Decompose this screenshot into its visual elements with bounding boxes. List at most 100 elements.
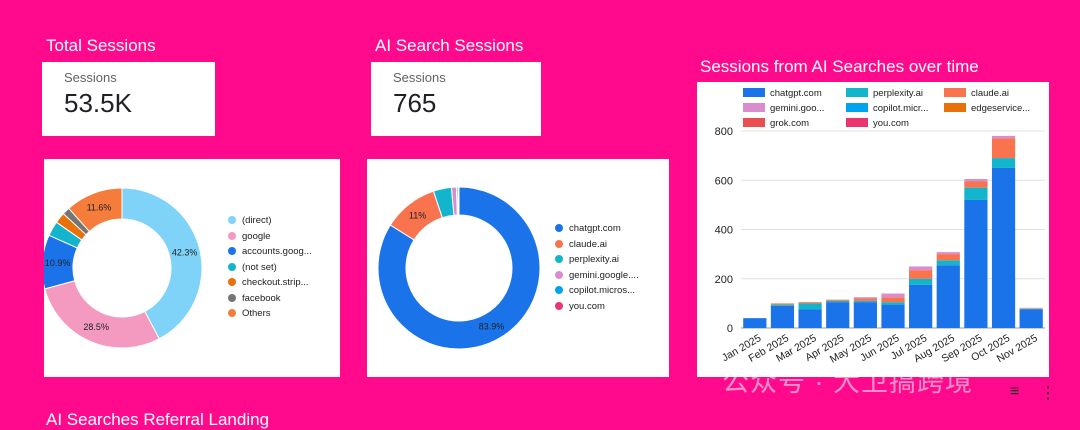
ai-sessions-value: 765 <box>393 88 436 119</box>
legend-item[interactable]: Others <box>228 308 271 319</box>
legend-swatch <box>555 240 563 248</box>
bar-segment[interactable] <box>826 302 849 328</box>
total-sessions-scorecard[interactable]: Sessions 53.5K <box>42 62 215 136</box>
legend-item[interactable]: accounts.goog... <box>228 246 312 257</box>
legend-item[interactable]: you.com <box>555 301 605 312</box>
bar-segment[interactable] <box>771 306 794 328</box>
bar-segment[interactable] <box>909 279 932 285</box>
total-sessions-label: Sessions <box>64 70 117 85</box>
legend-item[interactable]: chatgpt.com <box>555 223 621 234</box>
slice-percent-label: 42.3% <box>172 248 198 258</box>
filter-icon[interactable]: ≡ <box>1010 383 1019 401</box>
bar-segment[interactable] <box>771 305 794 306</box>
watermark: 公众号 · 大卫搞跨境 <box>722 360 973 399</box>
ai-sessions-donut-card[interactable]: 83.9% 11% chatgpt.com claude.ai perplexity.… <box>367 159 669 377</box>
legend-item[interactable]: copilot.micros... <box>555 285 635 296</box>
bar-segment[interactable] <box>992 138 1015 158</box>
y-tick-label: 200 <box>715 274 733 286</box>
legend-swatch <box>228 232 236 240</box>
legend-item[interactable]: perplexity.ai <box>555 254 619 265</box>
slice-percent-label: 11.6% <box>87 203 112 213</box>
bar-segment[interactable] <box>1020 310 1043 328</box>
ai-sessions-scorecard[interactable]: Sessions 765 <box>371 62 541 136</box>
donut-slice[interactable] <box>458 187 459 215</box>
bar-segment[interactable] <box>937 254 960 260</box>
legend-label: claude.ai <box>569 239 607 250</box>
bar-chart-title: Sessions from AI Searches over time <box>700 57 979 77</box>
legend-swatch <box>228 278 236 286</box>
legend-item[interactable]: claude.ai <box>555 239 607 250</box>
legend-item[interactable]: (not set) <box>228 262 277 273</box>
bar-segment[interactable] <box>964 179 987 181</box>
more-options-icon[interactable]: ⋮ <box>1040 383 1056 403</box>
bar-segment[interactable] <box>992 158 1015 168</box>
bar-segment[interactable] <box>881 302 904 304</box>
legend-item[interactable]: facebook <box>228 293 281 304</box>
bar-segment[interactable] <box>881 297 904 302</box>
ai-sessions-label: Sessions <box>393 70 446 85</box>
bar-segment[interactable] <box>771 303 794 304</box>
bar-segment[interactable] <box>909 266 932 270</box>
legend-label: copilot.micros... <box>569 285 635 296</box>
bar-segment[interactable] <box>881 294 904 298</box>
bar-segment[interactable] <box>937 260 960 265</box>
bar-segment[interactable] <box>798 302 821 303</box>
bar-segment[interactable] <box>992 136 1015 138</box>
legend-item[interactable]: gemini.google.... <box>555 270 639 281</box>
slice-percent-label: 28.5% <box>83 322 109 332</box>
legend-label: checkout.strip... <box>242 277 309 288</box>
referral-landing-title: AI Searches Referral Landing <box>46 410 269 430</box>
bar-segment[interactable] <box>909 285 932 328</box>
bar-segment[interactable] <box>854 298 877 300</box>
y-tick-label: 600 <box>715 175 733 187</box>
bar-segment[interactable] <box>992 168 1015 328</box>
bar-segment[interactable] <box>964 188 987 200</box>
bar-segment[interactable] <box>743 318 766 328</box>
legend-label: Others <box>242 308 271 319</box>
bar-segment[interactable] <box>854 301 877 302</box>
legend-label: (not set) <box>242 262 277 273</box>
slice-percent-label: 10.9% <box>45 258 71 268</box>
slice-percent-label: 11% <box>409 210 426 220</box>
legend-swatch <box>228 294 236 302</box>
legend-item[interactable]: google <box>228 231 271 242</box>
bar-segment[interactable] <box>798 310 821 328</box>
legend-label: you.com <box>569 301 605 312</box>
legend-swatch <box>555 271 563 279</box>
legend-swatch <box>555 286 563 294</box>
ai-sessions-title: AI Search Sessions <box>375 36 523 56</box>
y-tick-label: 400 <box>715 225 733 237</box>
legend-swatch <box>228 309 236 317</box>
bar-segment[interactable] <box>964 200 987 328</box>
bar-segment[interactable] <box>826 300 849 301</box>
bar-segment[interactable] <box>826 301 849 302</box>
legend-swatch <box>555 224 563 232</box>
bar-segment[interactable] <box>937 252 960 254</box>
bar-segment[interactable] <box>854 302 877 328</box>
donut-slice[interactable] <box>45 281 159 348</box>
ai-sessions-donut[interactable]: 83.9% 11% <box>367 159 547 377</box>
legend-label: perplexity.ai <box>569 254 619 265</box>
total-sessions-donut[interactable]: 42.3% 28.5% 10.9% 11.6% <box>44 159 224 377</box>
total-sessions-donut-card[interactable]: 42.3% 28.5% 10.9% 11.6% (direct) google accou… <box>44 159 340 377</box>
bar-segment[interactable] <box>1020 309 1043 310</box>
legend-item[interactable]: checkout.strip... <box>228 277 309 288</box>
bar-segment[interactable] <box>964 181 987 187</box>
total-sessions-title: Total Sessions <box>46 36 156 56</box>
legend-label: chatgpt.com <box>569 223 621 234</box>
y-tick-label: 0 <box>727 323 733 335</box>
y-tick-label: 800 <box>715 126 733 138</box>
legend-swatch <box>228 216 236 224</box>
legend-label: facebook <box>242 293 281 304</box>
bar-segment[interactable] <box>937 265 960 328</box>
bar-segment[interactable] <box>909 270 932 279</box>
bar-segment[interactable] <box>881 305 904 328</box>
legend-swatch <box>228 263 236 271</box>
slice-percent-label: 83.9% <box>479 322 505 332</box>
legend-label: (direct) <box>242 215 272 226</box>
legend-item[interactable]: (direct) <box>228 215 272 226</box>
bar-segment[interactable] <box>854 297 877 298</box>
bar-segment[interactable] <box>798 303 821 309</box>
